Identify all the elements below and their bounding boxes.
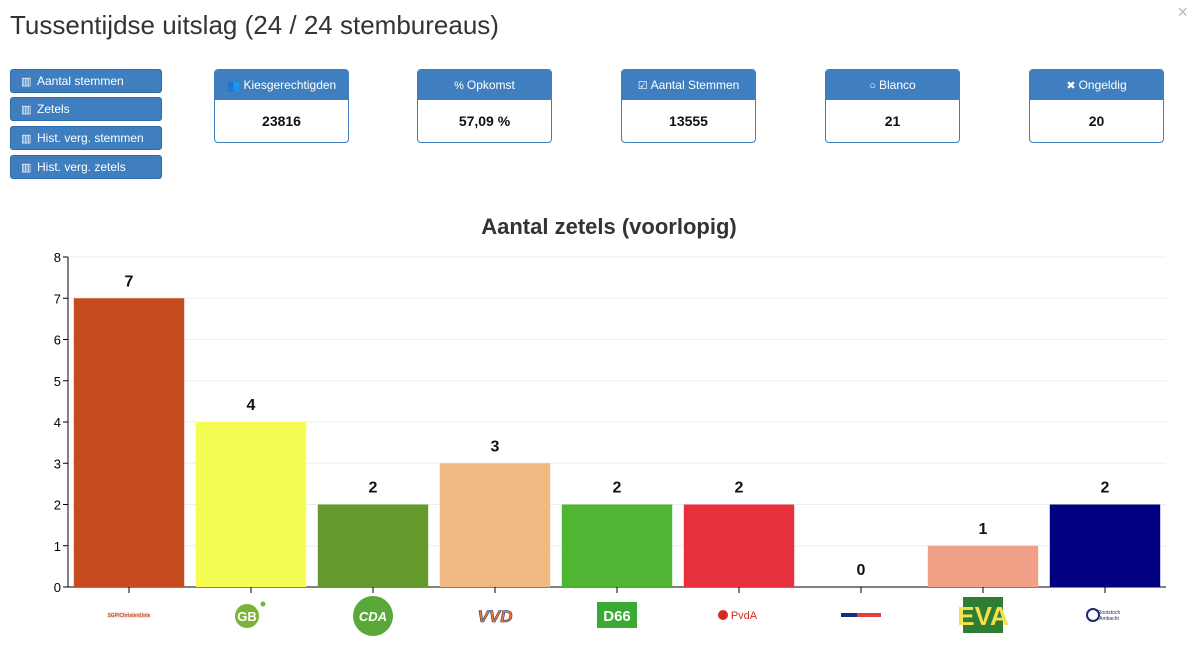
bar-value-label: 0 bbox=[857, 562, 866, 579]
aantal-stemmen-label: Aantal stemmen bbox=[37, 74, 124, 88]
stat-label: Aantal Stemmen bbox=[650, 78, 740, 92]
y-tick-label: 8 bbox=[54, 250, 61, 265]
percent-icon: % bbox=[454, 80, 464, 92]
stat-blanco: ○ Blanco 21 bbox=[825, 69, 960, 143]
bar bbox=[439, 463, 551, 587]
d66-logo: D66 bbox=[597, 602, 637, 628]
party-9-mark bbox=[1086, 608, 1100, 622]
check-square-icon: ☑ bbox=[637, 80, 648, 92]
bar-chart-icon: ▥ bbox=[21, 104, 32, 116]
circle-icon: ○ bbox=[869, 80, 876, 92]
chart-title: Aantal zetels (voorlopig) bbox=[481, 214, 736, 239]
sgp-cu-badge bbox=[109, 612, 149, 618]
bar-chart-icon: ▥ bbox=[21, 162, 32, 174]
bar-value-label: 7 bbox=[125, 273, 134, 290]
d66-text: D66 bbox=[603, 608, 631, 625]
hist-verg-zetels-label: Hist. verg. zetels bbox=[37, 160, 126, 174]
bar bbox=[1049, 504, 1161, 587]
bar bbox=[73, 298, 185, 587]
bar-chart-icon: ▥ bbox=[21, 76, 32, 88]
stat-label: Ongeldig bbox=[1078, 78, 1127, 92]
gb-text: GB bbox=[237, 609, 257, 624]
gb-circle bbox=[235, 604, 259, 628]
party-9-text-1: Rootstoch bbox=[1098, 610, 1121, 616]
cda-text: CDA bbox=[359, 609, 387, 624]
y-tick-label: 5 bbox=[54, 374, 61, 389]
gb-dot bbox=[260, 601, 266, 607]
stat-label: Blanco bbox=[878, 78, 916, 92]
sgp-cu-logo: SGP/ChristenUnie bbox=[107, 612, 151, 619]
y-tick-label: 0 bbox=[54, 580, 61, 595]
eva-logo: EVA bbox=[957, 597, 1009, 633]
pvda-logo: PvdA bbox=[718, 610, 758, 622]
stat-ongeldig: ✖ Ongeldig 20 bbox=[1029, 69, 1164, 143]
bar-chart-icon: ▥ bbox=[21, 133, 32, 145]
eva-text: EVA bbox=[957, 601, 1009, 631]
bar bbox=[683, 504, 795, 587]
stat-aantal-stemmen: ☑ Aantal Stemmen 13555 bbox=[621, 69, 756, 143]
y-tick-label: 3 bbox=[54, 456, 61, 471]
stat-label: Opkomst bbox=[466, 78, 515, 92]
stat-value: 23816 bbox=[262, 113, 301, 129]
y-tick-label: 7 bbox=[54, 291, 61, 306]
vvd-logo: VVD bbox=[477, 607, 513, 627]
party-7-bar-red bbox=[857, 613, 881, 617]
bar-value-label: 2 bbox=[369, 480, 378, 497]
pvda-text: PvdA bbox=[731, 610, 758, 622]
eva-box bbox=[963, 597, 1003, 633]
bar bbox=[561, 504, 673, 587]
d66-box bbox=[597, 602, 637, 628]
bar-value-label: 2 bbox=[613, 480, 622, 497]
stat-value: 20 bbox=[1088, 113, 1105, 129]
sgp-cu-text: SGP/ChristenUnie bbox=[107, 613, 150, 619]
stat-label: Kiesgerechtigden bbox=[243, 78, 337, 92]
page-title: Tussentijdse uitslag (24 / 24 stembureau… bbox=[10, 10, 499, 40]
hist-verg-zetels-button[interactable]: ▥ Hist. verg. zetels bbox=[10, 155, 162, 179]
y-tick-label: 4 bbox=[54, 415, 61, 430]
stat-value: 57,09 % bbox=[458, 113, 511, 129]
gb-logo: GB bbox=[235, 601, 266, 628]
cda-logo: CDA bbox=[353, 596, 393, 636]
aantal-stemmen-button[interactable]: ▥ Aantal stemmen bbox=[10, 69, 162, 93]
bar-value-label: 3 bbox=[491, 438, 500, 455]
x-icon: ✖ bbox=[1066, 80, 1076, 92]
party-7-logo bbox=[841, 613, 881, 617]
stat-kiesgerechtigden: 👥 Kiesgerechtigden 23816 bbox=[214, 69, 349, 143]
vvd-text: VVD bbox=[478, 607, 513, 626]
y-tick-label: 2 bbox=[54, 498, 61, 513]
zetels-label: Zetels bbox=[37, 102, 70, 116]
bar bbox=[317, 504, 429, 587]
stat-value: 13555 bbox=[669, 113, 708, 129]
hist-verg-stemmen-label: Hist. verg. stemmen bbox=[37, 131, 144, 145]
bar bbox=[927, 545, 1039, 587]
bar-value-label: 4 bbox=[247, 397, 256, 414]
y-tick-label: 1 bbox=[54, 539, 61, 554]
close-icon[interactable]: × bbox=[1177, 2, 1188, 22]
bar-value-label: 2 bbox=[735, 480, 744, 497]
y-tick-label: 6 bbox=[54, 333, 61, 348]
hist-verg-stemmen-button[interactable]: ▥ Hist. verg. stemmen bbox=[10, 126, 162, 150]
party-logos: SGP/ChristenUnie GB CDA VVD D66 PvdA EVA Rootst… bbox=[107, 596, 1120, 636]
bar bbox=[195, 422, 307, 587]
cda-circle bbox=[353, 596, 393, 636]
stat-opkomst: % Opkomst 57,09 % bbox=[417, 69, 552, 143]
stat-value: 21 bbox=[884, 113, 901, 129]
bar-value-label: 1 bbox=[979, 521, 988, 538]
users-icon: 👥 bbox=[226, 80, 241, 92]
bars: 7 4 2 3 2 2 0 1 2 bbox=[73, 273, 1161, 593]
party-9-text-2: Ambacht bbox=[1099, 616, 1119, 622]
bar-value-label: 2 bbox=[1101, 480, 1110, 497]
zetels-button[interactable]: ▥ Zetels bbox=[10, 97, 162, 121]
pvda-rose bbox=[718, 610, 728, 620]
